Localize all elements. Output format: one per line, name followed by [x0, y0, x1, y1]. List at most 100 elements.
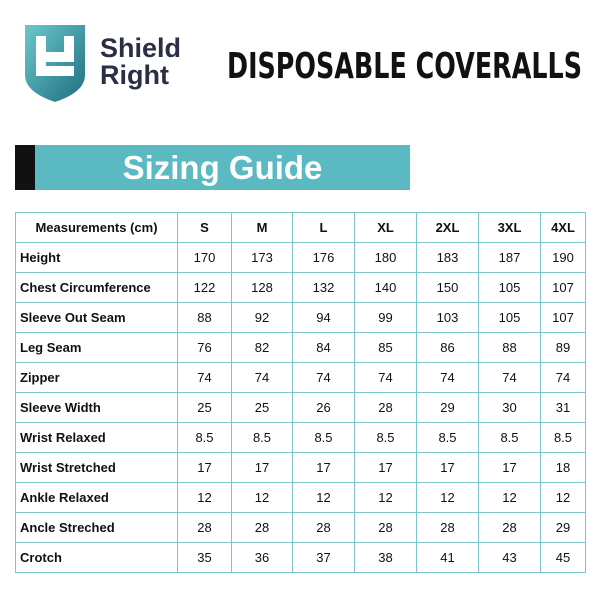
cell: 8.5 — [292, 422, 355, 453]
table-row: Leg Seam 76 82 84 85 86 88 89 — [15, 332, 586, 363]
cell: 8.5 — [478, 422, 541, 453]
cell: 28 — [354, 512, 417, 543]
table-row: Sleeve Out Seam 88 92 94 99 103 105 107 — [15, 302, 586, 333]
cell: 12 — [354, 482, 417, 513]
cell: 74 — [292, 362, 355, 393]
cell: 17 — [177, 452, 232, 483]
cell: 17 — [354, 452, 417, 483]
column-header: L — [292, 212, 355, 243]
brand-line: Shield — [100, 33, 182, 63]
cell: 8.5 — [231, 422, 293, 453]
column-header: Measurements (cm) — [15, 212, 178, 243]
cell: 140 — [354, 272, 417, 303]
cell: 28 — [292, 512, 355, 543]
cell: 84 — [292, 332, 355, 363]
cell: 31 — [540, 392, 586, 423]
cell: 74 — [416, 362, 479, 393]
cell: 85 — [354, 332, 417, 363]
cell: 107 — [540, 302, 586, 333]
cell: 30 — [478, 392, 541, 423]
cell: 74 — [478, 362, 541, 393]
cell: 183 — [416, 242, 479, 273]
cell: 35 — [177, 542, 232, 573]
cell: 18 — [540, 452, 586, 483]
column-header: 3XL — [478, 212, 541, 243]
banner-accent — [15, 145, 35, 190]
cell: 82 — [231, 332, 293, 363]
cell: 17 — [292, 452, 355, 483]
logo — [25, 25, 85, 102]
cell: 8.5 — [416, 422, 479, 453]
cell: 8.5 — [540, 422, 586, 453]
table-row: Wrist Relaxed 8.5 8.5 8.5 8.5 8.5 8.5 8.5 — [15, 422, 586, 453]
column-header: M — [231, 212, 293, 243]
brand-line: Right — [100, 60, 169, 90]
cell: 17 — [478, 452, 541, 483]
cell: 122 — [177, 272, 232, 303]
banner: Sizing Guide — [35, 145, 410, 190]
page-title: DISPOSABLE COVERALLS — [227, 46, 582, 87]
cell: 103 — [416, 302, 479, 333]
cell: 92 — [231, 302, 293, 333]
cell: 180 — [354, 242, 417, 273]
row-label: Wrist Stretched — [15, 452, 178, 483]
cell: 190 — [540, 242, 586, 273]
cell: 107 — [540, 272, 586, 303]
cell: 176 — [292, 242, 355, 273]
cell: 8.5 — [354, 422, 417, 453]
cell: 74 — [177, 362, 232, 393]
column-header: 2XL — [416, 212, 479, 243]
cell: 12 — [231, 482, 293, 513]
cell: 89 — [540, 332, 586, 363]
cell: 29 — [416, 392, 479, 423]
row-label: Sleeve Out Seam — [15, 302, 178, 333]
cell: 150 — [416, 272, 479, 303]
table-row: Wrist Stretched 17 17 17 17 17 17 18 — [15, 452, 586, 483]
header-row: Measurements (cm) S M L XL 2XL 3XL 4XL — [15, 212, 586, 243]
row-label: Ankle Relaxed — [15, 482, 178, 513]
cell: 105 — [478, 302, 541, 333]
cell: 170 — [177, 242, 232, 273]
cell: 17 — [416, 452, 479, 483]
cell: 17 — [231, 452, 293, 483]
cell: 25 — [231, 392, 293, 423]
cell: 45 — [540, 542, 586, 573]
row-label: Height — [15, 242, 178, 273]
cell: 37 — [292, 542, 355, 573]
cell: 76 — [177, 332, 232, 363]
column-header: XL — [354, 212, 417, 243]
row-label: Crotch — [15, 542, 178, 573]
cell: 74 — [231, 362, 293, 393]
cell: 26 — [292, 392, 355, 423]
row-label: Chest Circumference — [15, 272, 178, 303]
cell: 12 — [177, 482, 232, 513]
table-row: Ankle Relaxed 12 12 12 12 12 12 12 — [15, 482, 586, 513]
cell: 29 — [540, 512, 586, 543]
cell: 88 — [478, 332, 541, 363]
cell: 74 — [354, 362, 417, 393]
cell: 128 — [231, 272, 293, 303]
shield-mark — [36, 36, 74, 76]
cell: 187 — [478, 242, 541, 273]
shield — [25, 25, 85, 102]
table-row: Crotch 35 36 37 38 41 43 45 — [15, 542, 586, 573]
cell: 28 — [231, 512, 293, 543]
cell: 12 — [540, 482, 586, 513]
cell: 28 — [416, 512, 479, 543]
cell: 8.5 — [177, 422, 232, 453]
cell: 105 — [478, 272, 541, 303]
cell: 28 — [177, 512, 232, 543]
table-row: Height 170 173 176 180 183 187 190 — [15, 242, 586, 273]
column-header: S — [177, 212, 232, 243]
cell: 38 — [354, 542, 417, 573]
title-box: DISPOSABLE COVERALLS — [227, 46, 582, 87]
table-row: Ancle Streched 28 28 28 28 28 28 29 — [15, 512, 586, 543]
table-row: Chest Circumference 122 128 132 140 150 105 107 — [15, 272, 586, 303]
cell: 173 — [231, 242, 293, 273]
cell: 74 — [540, 362, 586, 393]
cell: 12 — [416, 482, 479, 513]
row-label: Zipper — [15, 362, 178, 393]
cell: 28 — [478, 512, 541, 543]
cell: 25 — [177, 392, 232, 423]
